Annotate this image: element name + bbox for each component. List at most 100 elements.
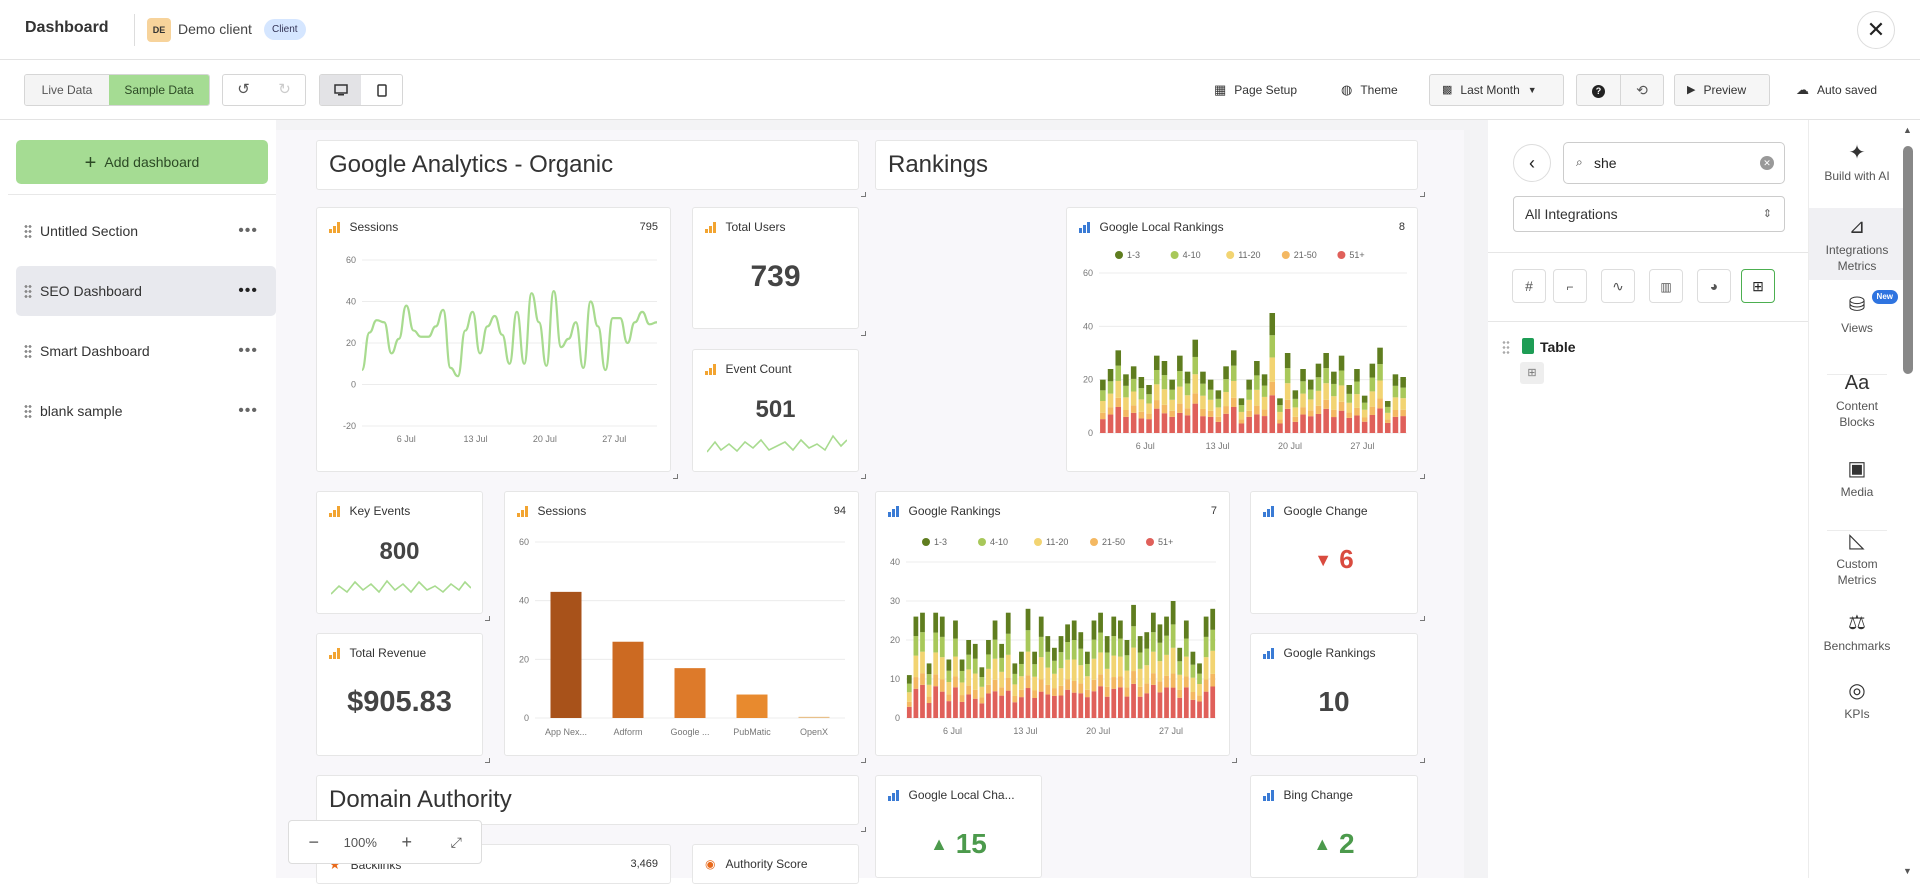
bar-segment	[1157, 624, 1163, 643]
history-button[interactable]: ⟲	[1621, 75, 1663, 105]
widget-google-rankings-chart[interactable]: Google Rankings 7 1-3 4-10 11-20 21-50 51+ 40…	[875, 491, 1230, 756]
theme-button[interactable]: ◍ Theme	[1341, 74, 1398, 106]
bar-segment	[1238, 398, 1245, 406]
drag-handle-icon[interactable]	[24, 404, 32, 418]
bar-segment	[1137, 696, 1143, 718]
close-button[interactable]: ✕	[1857, 11, 1895, 49]
section-header-ga[interactable]: Google Analytics - Organic	[316, 140, 859, 190]
clear-search-icon[interactable]: ✕	[1760, 156, 1774, 170]
scrollbar[interactable]: ▲ ▼	[1902, 125, 1914, 878]
search-input[interactable]	[1594, 152, 1744, 174]
more-options-icon[interactable]: •••	[238, 222, 258, 239]
resize-handle[interactable]	[861, 474, 866, 479]
widget-total-revenue[interactable]: Total Revenue $905.83	[316, 633, 483, 756]
fullscreen-button[interactable]: ⤢	[432, 834, 481, 851]
redo-button[interactable]: ↻	[264, 75, 305, 105]
client-name[interactable]: Demo client	[178, 21, 252, 37]
widget-sessions-bar[interactable]: Sessions 94 60 40 20 0 App Nex... Adform Googl…	[504, 491, 859, 756]
benchmarks-button[interactable]: ⚖ Benchmarks	[1809, 612, 1905, 672]
bar-segment	[1346, 385, 1353, 394]
add-dashboard-button[interactable]: + Add dashboard	[16, 140, 268, 184]
bar-segment	[1157, 642, 1163, 662]
resize-handle[interactable]	[861, 758, 866, 763]
scroll-down-icon[interactable]: ▼	[1903, 866, 1912, 876]
widget-google-change[interactable]: Google Change ▼ 6	[1250, 491, 1418, 614]
live-data-button[interactable]: Live Data	[25, 75, 109, 105]
bar-segment	[1038, 679, 1044, 692]
resize-handle[interactable]	[1420, 192, 1425, 197]
undo-button[interactable]: ↺	[223, 75, 264, 105]
widget-total-users[interactable]: Total Users 739	[692, 207, 859, 329]
help-button[interactable]: ?	[1577, 75, 1621, 105]
views-button[interactable]: ⛁ Views New	[1809, 290, 1905, 354]
bar-segment	[1161, 404, 1168, 414]
bar-segment	[1200, 408, 1206, 417]
resize-handle[interactable]	[1232, 758, 1237, 763]
preview-button[interactable]: ▶ Preview	[1674, 74, 1770, 106]
sidebar-item-seo-dashboard[interactable]: SEO Dashboard •••	[16, 266, 276, 316]
resize-handle[interactable]	[673, 474, 678, 479]
bar-chart-type-button[interactable]: ▥	[1649, 269, 1683, 303]
drag-handle-icon[interactable]	[1502, 340, 1510, 354]
drag-handle-icon[interactable]	[24, 284, 32, 298]
section-header-domain-authority[interactable]: Domain Authority	[316, 775, 859, 825]
resize-handle[interactable]	[1420, 474, 1425, 479]
number-type-button[interactable]: #	[1512, 269, 1546, 303]
integrations-dropdown[interactable]: All Integrations ⇕	[1513, 196, 1785, 232]
drag-handle-icon[interactable]	[24, 224, 32, 238]
section-header-rankings[interactable]: Rankings	[875, 140, 1418, 190]
date-range-dropdown[interactable]: ▩ Last Month ▼	[1429, 74, 1564, 106]
bar-segment	[1164, 616, 1169, 636]
more-options-icon[interactable]: •••	[238, 282, 258, 299]
drag-handle-icon[interactable]	[24, 344, 32, 358]
bar-segment	[1058, 652, 1064, 669]
widget-key-events[interactable]: Key Events 800	[316, 491, 483, 614]
widget-authority-score[interactable]: ◉ Authority Score	[692, 844, 859, 884]
kpis-button[interactable]: ◎ KPIs	[1809, 680, 1905, 740]
page-setup-button[interactable]: ▦ Page Setup	[1214, 74, 1297, 106]
sample-data-button[interactable]: Sample Data	[109, 75, 209, 105]
widget-bing-change[interactable]: Bing Change ▲ 2	[1250, 775, 1418, 878]
sidebar-item-smart-dashboard[interactable]: Smart Dashboard •••	[16, 326, 276, 376]
more-options-icon[interactable]: •••	[238, 402, 258, 419]
bar-segment	[1354, 415, 1360, 433]
sidebar-item-blank-sample[interactable]: blank sample •••	[16, 386, 276, 436]
scroll-thumb[interactable]	[1903, 146, 1913, 374]
widget-google-rankings-kpi[interactable]: Google Rankings 10	[1250, 633, 1418, 756]
resize-handle[interactable]	[485, 616, 490, 621]
bar-segment	[1170, 601, 1176, 625]
zoom-in-button[interactable]: +	[401, 831, 413, 852]
widget-event-count[interactable]: Event Count 501	[692, 349, 859, 472]
resize-handle[interactable]	[485, 758, 490, 763]
resize-handle[interactable]	[1420, 616, 1425, 621]
bar-segment	[939, 679, 945, 692]
resize-handle[interactable]	[861, 827, 866, 832]
scroll-up-icon[interactable]: ▲	[1903, 125, 1912, 135]
client-avatar[interactable]: DE	[147, 18, 171, 42]
sidebar-item-untitled-section[interactable]: Untitled Section •••	[16, 206, 276, 256]
result-item-table[interactable]: Table ⊞	[1502, 338, 1792, 388]
widget-google-local-rankings[interactable]: Google Local Rankings 8 1-3 4-10 11-20 21-5…	[1066, 207, 1418, 472]
media-button[interactable]: ▣ Media	[1809, 458, 1905, 518]
zoom-out-button[interactable]: −	[308, 831, 319, 852]
desktop-view-button[interactable]	[320, 75, 361, 105]
back-button[interactable]: ‹	[1513, 144, 1551, 182]
bar-segment	[992, 639, 998, 659]
resize-handle[interactable]	[1420, 758, 1425, 763]
widget-google-local-change[interactable]: Google Local Cha... ▲ 15	[875, 775, 1042, 878]
widget-sessions-line[interactable]: Sessions 795 60 40 20 0 -20 6 Jul 13 Jul 20 Jul…	[316, 207, 671, 472]
table-type-button[interactable]: ⊞	[1741, 269, 1775, 303]
sparkline-type-button[interactable]: ∿	[1601, 269, 1635, 303]
integrations-metrics-button[interactable]: ⊿ Integrations Metrics	[1809, 208, 1905, 280]
resize-handle[interactable]	[861, 192, 866, 197]
custom-metrics-button[interactable]: ◺ Custom Metrics	[1809, 530, 1905, 602]
more-options-icon[interactable]: •••	[238, 342, 258, 359]
line-chart-type-button[interactable]: ⌐	[1553, 269, 1587, 303]
bar-segment	[1207, 379, 1214, 390]
build-with-ai-button[interactable]: ✦ Build with AI	[1809, 142, 1905, 208]
content-blocks-button[interactable]: Aa Content Blocks	[1809, 372, 1905, 444]
resize-handle[interactable]	[861, 331, 866, 336]
mobile-view-button[interactable]	[361, 75, 402, 105]
pie-chart-type-button[interactable]: ◕	[1697, 269, 1731, 303]
bar-segment	[1052, 695, 1057, 718]
